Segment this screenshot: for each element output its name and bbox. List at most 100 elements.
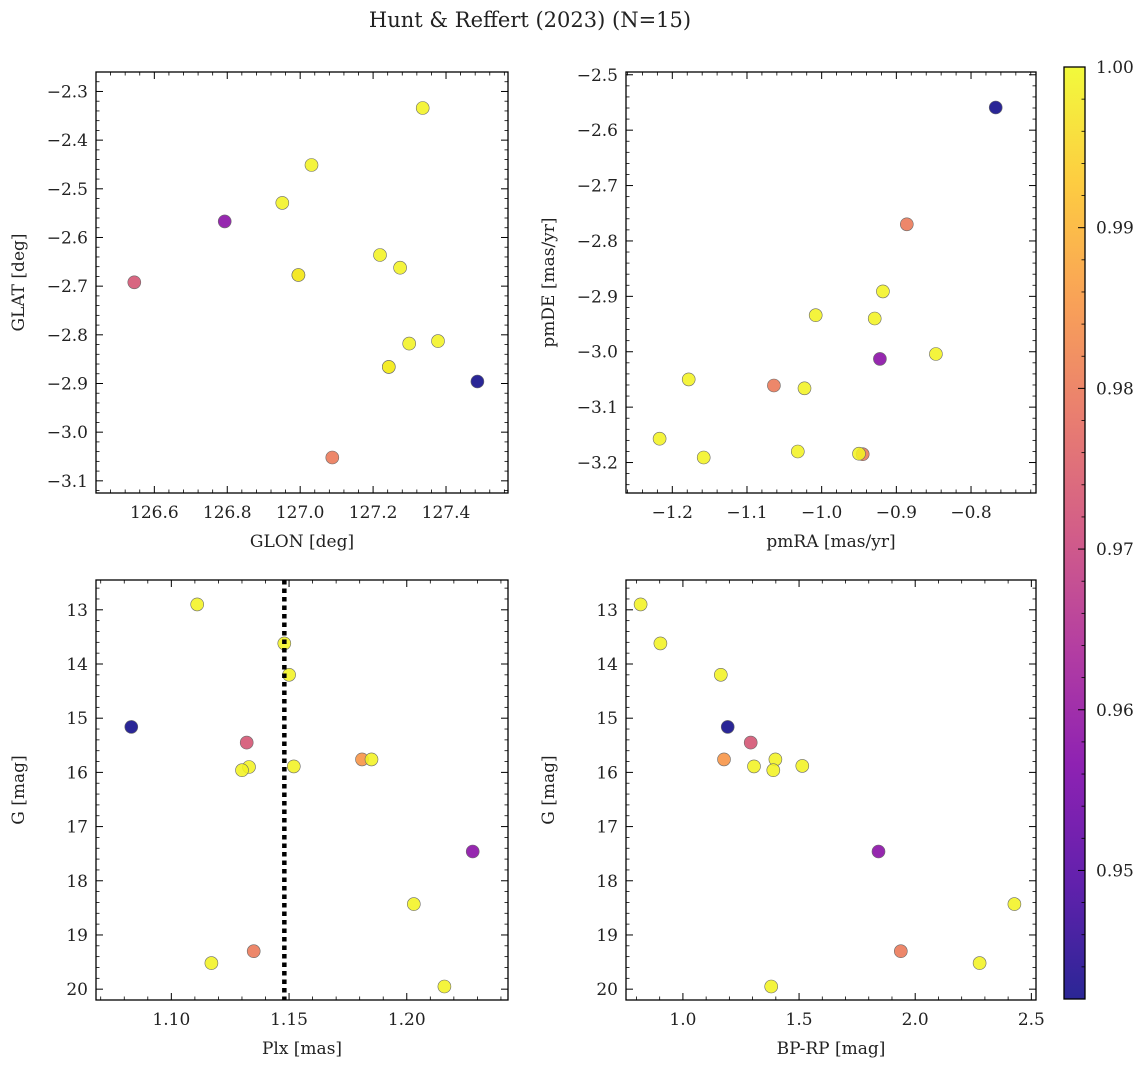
data-point: [239, 735, 254, 750]
data-point: [696, 450, 711, 465]
data-point: [764, 979, 779, 994]
data-point: [808, 308, 823, 323]
y-tick-label: −3.1: [47, 472, 88, 492]
data-point: [743, 735, 758, 750]
data-point: [653, 636, 668, 651]
data-point: [235, 763, 249, 778]
data-point: [929, 347, 943, 361]
y-tick-label: −3.2: [577, 454, 618, 474]
data-point: [720, 720, 735, 734]
data-point: [972, 956, 987, 970]
data-point: [747, 759, 761, 774]
y-tick-label: 17: [596, 818, 618, 838]
data-point: [402, 336, 417, 351]
y-tick-label: 16: [66, 763, 88, 783]
data-point: [124, 720, 139, 734]
data-point: [275, 196, 290, 210]
data-point: [291, 268, 306, 282]
scatter-panel-1: 126.6 126.8 127.0 127.2 127.4 −3.1 −3.0 −2.9 −2.…: [9, 71, 509, 552]
x-tick-label: 127.2: [349, 503, 398, 523]
colorbar-gradient: [1064, 67, 1085, 999]
y-tick-label: 19: [596, 926, 618, 946]
data-point: [876, 284, 890, 299]
x-axis-label: pmRA [mas/yr]: [766, 532, 895, 552]
x-tick-label: 1.10: [152, 1010, 190, 1030]
x-tick-label: 2.5: [1018, 1010, 1045, 1030]
data-point: [713, 667, 728, 682]
data-point: [766, 763, 781, 778]
x-tick-label: 1.20: [388, 1010, 426, 1030]
y-tick-label: −2.6: [47, 228, 88, 248]
data-point: [127, 275, 142, 290]
scatter-panel-3: 1.10 1.15 1.20 13 14 15 16 17 18 19 20 Plx [mas] G […: [9, 579, 509, 1059]
y-tick-label: −2.9: [577, 287, 618, 307]
data-point: [393, 260, 407, 275]
data-point: [867, 311, 882, 326]
y-tick-label: −2.7: [47, 277, 88, 297]
data-point: [633, 597, 648, 612]
y-tick-label: 14: [66, 655, 88, 675]
y-tick-label: −2.5: [577, 66, 618, 86]
x-tick-label: −1.0: [801, 503, 842, 523]
x-axis-label: Plx [mas]: [262, 1039, 342, 1059]
y-tick-label: 15: [66, 709, 88, 729]
data-point: [899, 217, 914, 232]
data-point: [470, 374, 485, 389]
data-point: [797, 381, 812, 396]
x-tick-label: 1.15: [270, 1010, 308, 1030]
colorbar-tick-label: 0.96: [1096, 701, 1134, 721]
y-tick-label: −2.9: [47, 374, 88, 394]
data-point: [286, 759, 301, 774]
data-point: [415, 101, 430, 115]
y-tick-label: −2.3: [47, 82, 88, 102]
x-tick-label: −1.1: [726, 503, 767, 523]
y-tick-label: 16: [596, 763, 618, 783]
x-tick-label: 2.0: [902, 1010, 929, 1030]
data-point: [652, 431, 667, 446]
data-point: [304, 158, 319, 172]
y-tick-label: 20: [66, 980, 88, 1000]
y-tick-label: −3.1: [577, 398, 618, 418]
axes-frame: [625, 579, 1037, 1001]
data-point: [465, 844, 480, 859]
x-tick-label: 1.0: [669, 1010, 696, 1030]
x-axis-label: BP-RP [mag]: [777, 1039, 886, 1059]
y-tick-label: −3.0: [47, 423, 88, 443]
data-point: [893, 944, 908, 959]
chart-title: Hunt & Reffert (2023) (N=15): [369, 8, 691, 32]
data-point: [364, 752, 379, 767]
y-tick-label: 15: [596, 709, 618, 729]
data-point: [217, 214, 232, 229]
x-tick-label: −0.8: [950, 503, 991, 523]
data-point: [871, 844, 886, 859]
data-point: [431, 334, 445, 348]
y-tick-label: −2.7: [577, 177, 618, 197]
data-point: [852, 446, 866, 461]
colorbar-tick-label: 0.98: [1096, 379, 1134, 399]
data-point: [190, 597, 204, 612]
data-point: [767, 378, 781, 393]
data-point: [406, 897, 421, 911]
scatter-panel-2: −1.2 −1.1 −1.0 −0.9 −0.8 −3.2 −3.1 −3.0 −2.9 −2.8…: [539, 66, 1037, 552]
x-tick-label: 127.4: [422, 503, 471, 523]
colorbar-frame: [1063, 66, 1086, 1000]
colorbar-tick-label: 0.95: [1096, 861, 1134, 881]
y-axis-label: G [mag]: [539, 755, 559, 824]
y-tick-label: 13: [596, 601, 618, 621]
data-point: [437, 979, 452, 994]
y-tick-label: −2.8: [577, 232, 618, 252]
x-tick-label: −0.9: [876, 503, 917, 523]
y-tick-label: 17: [66, 818, 88, 838]
colorbar: 0.95 0.96 0.97 0.98 0.99 1.00: [1063, 58, 1134, 1000]
x-tick-label: −1.2: [652, 503, 693, 523]
data-point: [1007, 897, 1022, 911]
x-tick-label: 126.6: [130, 503, 179, 523]
data-point: [795, 759, 810, 773]
x-axis-label: GLON [deg]: [250, 532, 354, 552]
data-point: [790, 444, 805, 459]
y-tick-label: 14: [596, 655, 618, 675]
y-tick-label: 18: [596, 872, 618, 892]
data-point: [325, 450, 340, 465]
colorbar-tick-label: 0.99: [1096, 219, 1134, 239]
